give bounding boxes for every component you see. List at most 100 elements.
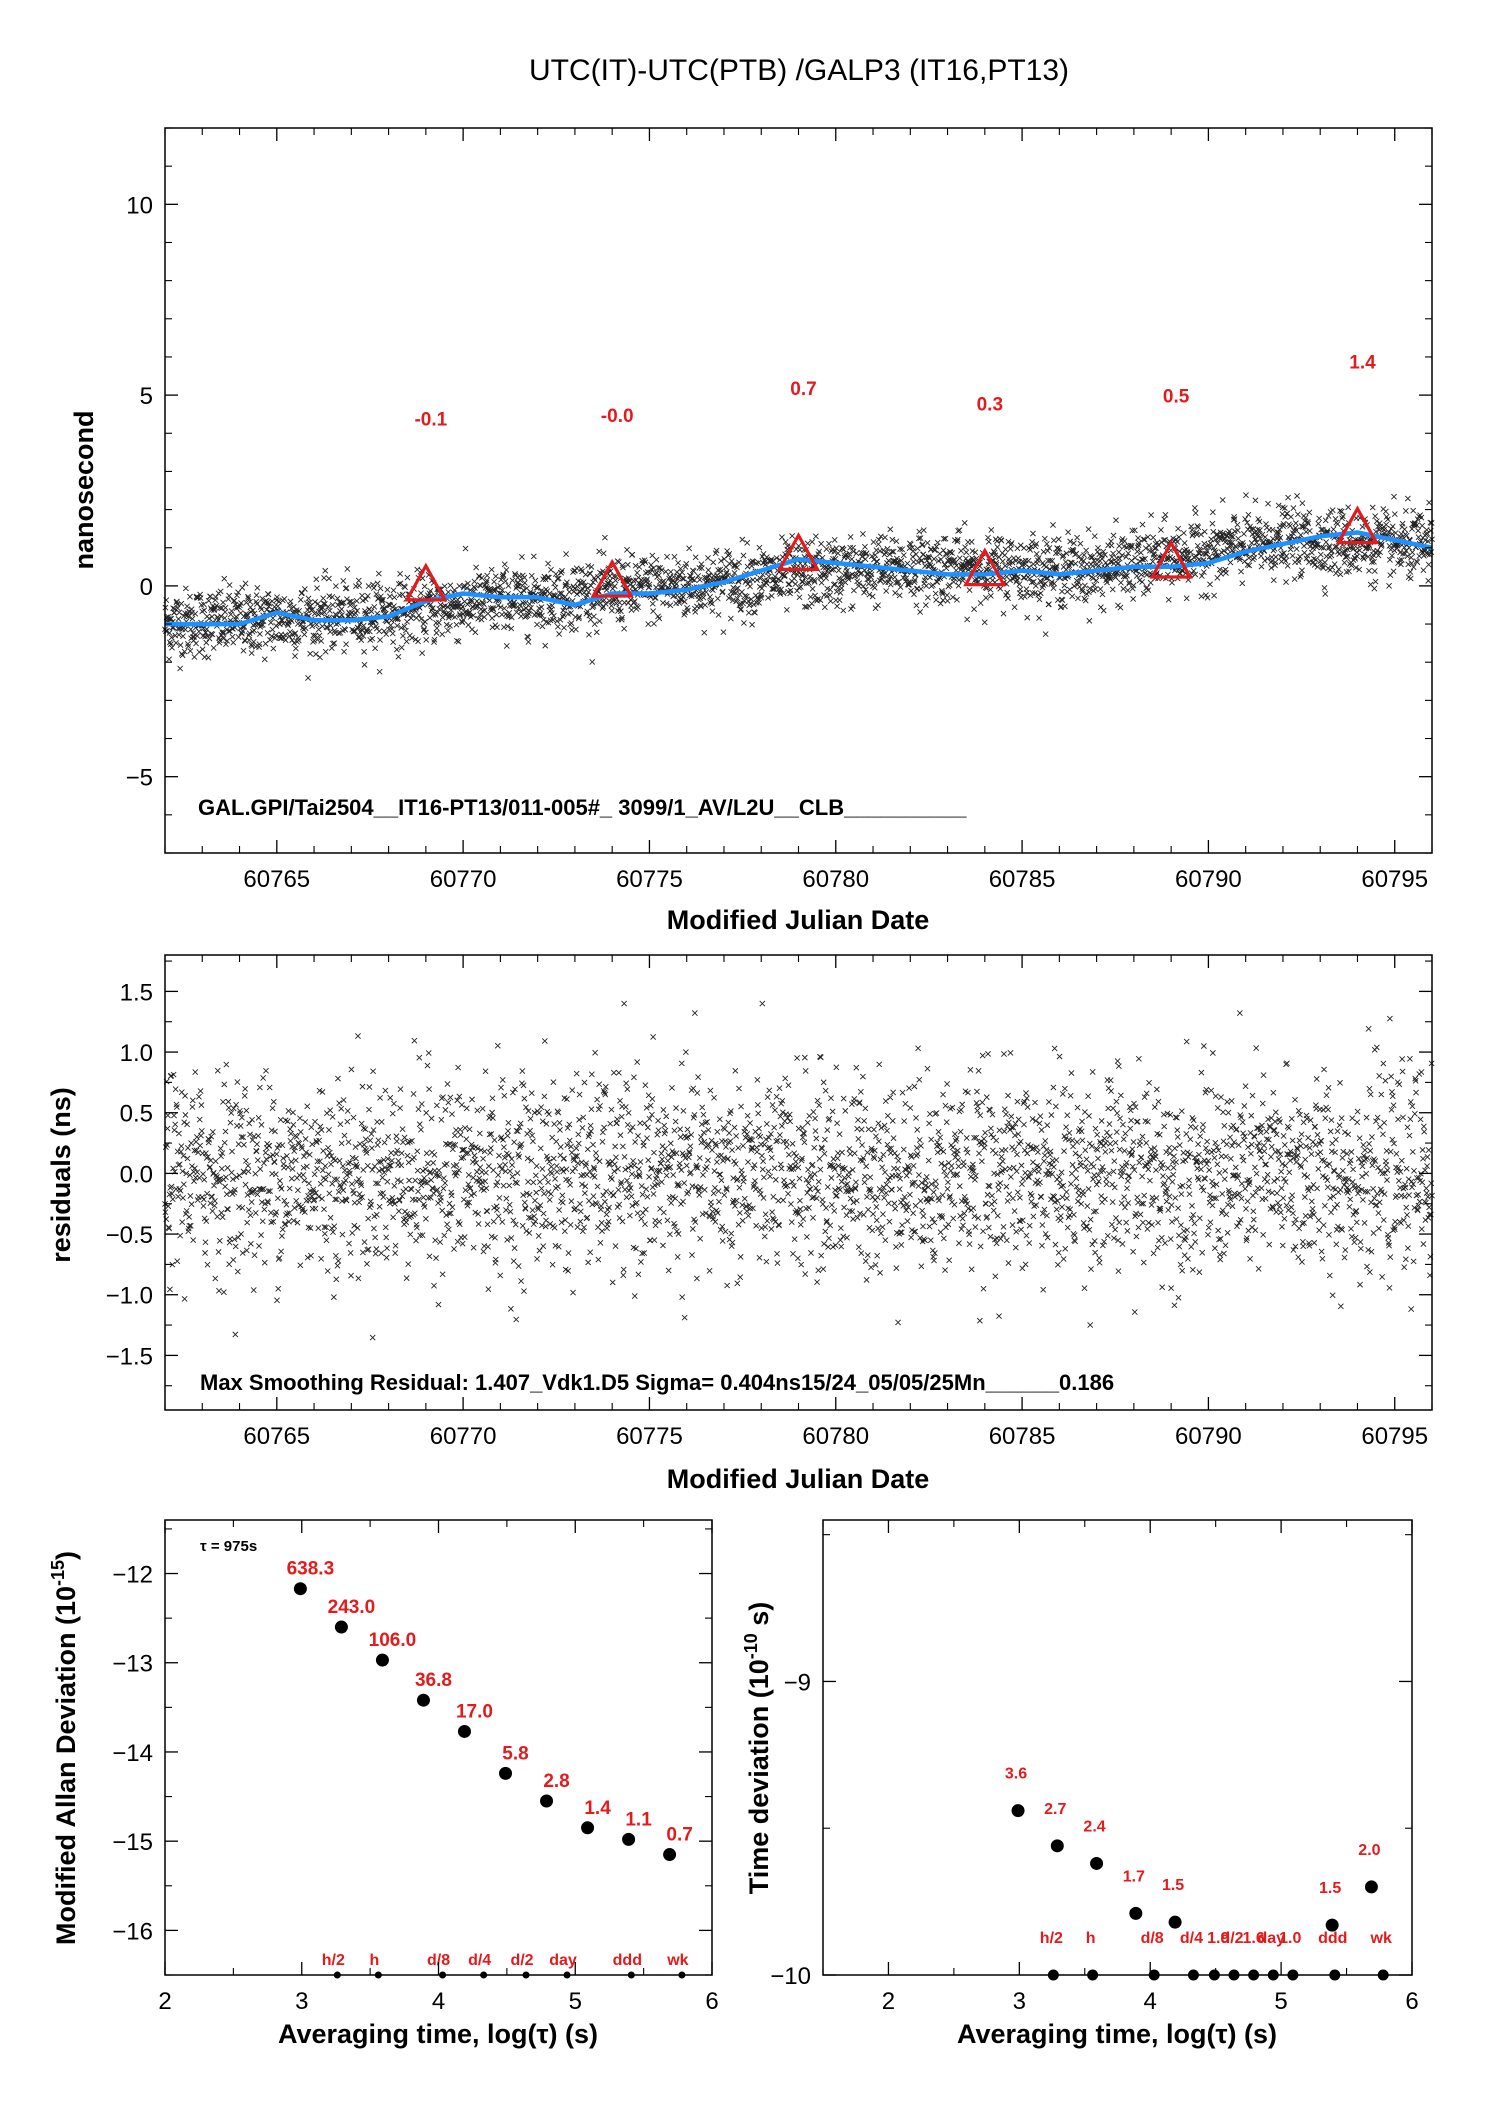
residuals-data-point — [593, 1155, 600, 1162]
main-data-point — [994, 544, 1001, 550]
residuals-data-point — [462, 1187, 469, 1194]
residuals-data-point — [551, 1224, 558, 1231]
residuals-data-point — [817, 1166, 824, 1173]
main-data-point — [988, 527, 995, 533]
main-data-point — [956, 555, 963, 562]
residuals-data-point — [595, 1256, 602, 1263]
residuals-data-point — [596, 1158, 603, 1165]
residuals-data-point — [164, 1112, 171, 1119]
main-data-point — [757, 575, 764, 582]
main-data-point — [1407, 575, 1414, 582]
residuals-data-point — [479, 1105, 486, 1112]
main-data-point — [627, 581, 634, 588]
residuals-data-point — [813, 1135, 820, 1142]
main-data-point — [1356, 547, 1363, 554]
residuals-data-point — [539, 1222, 545, 1229]
residuals-data-point — [619, 1218, 626, 1225]
residuals-data-point — [644, 1124, 651, 1131]
residuals-data-point — [374, 1142, 381, 1148]
residuals-data-point — [812, 1115, 818, 1122]
main-data-point — [1137, 549, 1144, 556]
main-data-point — [652, 594, 659, 601]
residuals-data-point — [432, 1237, 439, 1244]
residuals-data-point — [565, 1250, 572, 1256]
residuals-data-point — [725, 1119, 732, 1126]
residuals-data-point — [607, 1120, 614, 1127]
residuals-data-point — [244, 1219, 251, 1226]
residuals-data-point — [651, 1237, 658, 1244]
residuals-data-point — [381, 1169, 388, 1176]
main-data-point — [361, 661, 368, 668]
residuals-data-point — [438, 1116, 445, 1123]
residuals-data-point — [628, 1193, 635, 1200]
residuals-data-point — [418, 1182, 425, 1189]
residuals-data-point — [601, 1198, 608, 1205]
residuals-data-point — [706, 1267, 713, 1274]
residuals-data-point — [227, 1119, 234, 1126]
main-data-point — [697, 602, 704, 609]
residuals-data-point — [342, 1177, 349, 1184]
residuals-data-point — [189, 1097, 196, 1104]
main-data-point — [1258, 563, 1265, 570]
residuals-data-point — [816, 1155, 823, 1162]
main-data-point — [1332, 516, 1339, 522]
residuals-data-point — [274, 1297, 280, 1304]
residuals-data-point — [680, 1198, 686, 1205]
residuals-data-point — [769, 1209, 776, 1216]
residuals-data-point — [644, 1193, 651, 1200]
residuals-data-point — [660, 1209, 667, 1216]
main-data-point — [419, 650, 426, 657]
main-data-point — [727, 593, 734, 600]
residuals-data-point — [440, 1185, 447, 1192]
residuals-data-point — [423, 1150, 430, 1157]
residuals-data-point — [729, 1147, 735, 1154]
main-data-point — [1323, 539, 1330, 545]
main-data-point — [559, 613, 566, 620]
main-data-point — [1148, 512, 1155, 518]
main-data-point — [1322, 517, 1329, 524]
residuals-data-point — [569, 1087, 576, 1094]
main-data-point — [702, 602, 708, 608]
residuals-data-point — [851, 1095, 858, 1102]
main-data-point — [1025, 557, 1032, 564]
residuals-data-point — [335, 1257, 342, 1264]
main-data-point — [655, 564, 662, 571]
main-data-point — [502, 578, 509, 585]
main-data-point — [744, 539, 751, 546]
residuals-data-point — [273, 1151, 280, 1158]
main-data-point — [166, 639, 173, 646]
residuals-data-point — [753, 1222, 760, 1229]
main-data-point — [1369, 504, 1376, 511]
main-data-point — [717, 569, 724, 576]
main-data-point — [1046, 601, 1052, 608]
main-data-point — [372, 645, 379, 652]
residuals-data-point — [395, 1208, 402, 1215]
residuals-data-point — [779, 1123, 785, 1129]
main-data-point — [355, 625, 361, 631]
main-data-point — [671, 553, 678, 560]
residuals-data-point — [330, 1229, 336, 1235]
main-data-point — [1391, 511, 1398, 518]
main-data-point — [477, 611, 484, 618]
residuals-data-point — [752, 1177, 758, 1184]
residuals-data-point — [398, 1150, 405, 1157]
residuals-data-point — [494, 1042, 501, 1049]
main-data-point — [250, 622, 257, 629]
main-data-point — [444, 627, 451, 634]
residuals-data-point — [288, 1158, 295, 1165]
main-data-point — [503, 567, 510, 573]
residuals-data-point — [823, 1205, 830, 1211]
main-data-point — [176, 609, 183, 616]
main-data-point — [811, 576, 818, 583]
residuals-data-point — [670, 1172, 677, 1178]
residuals-data-point — [775, 1197, 782, 1204]
residuals-data-point — [567, 1221, 574, 1228]
residuals-data-point — [288, 1175, 295, 1182]
residuals-data-point — [538, 1104, 545, 1111]
residuals-data-point — [502, 1161, 509, 1168]
residuals-data-point — [398, 1162, 405, 1169]
residuals-data-point — [238, 1231, 244, 1237]
residuals-data-point — [405, 1159, 412, 1166]
main-data-point — [667, 568, 674, 575]
residuals-data-point — [466, 1126, 473, 1133]
